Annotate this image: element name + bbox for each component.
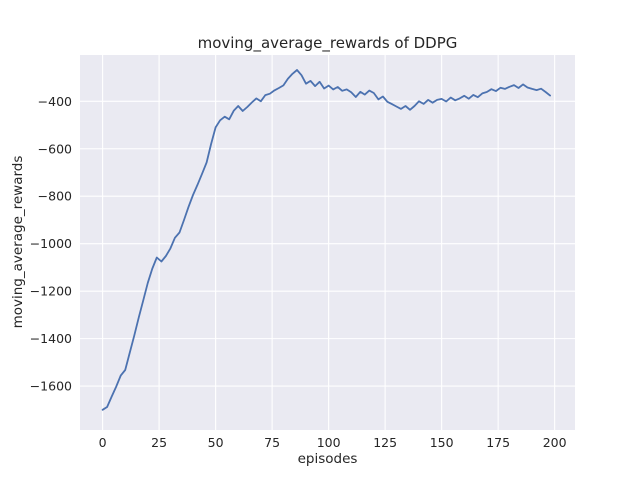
x-tick-label: 125 bbox=[373, 435, 397, 450]
x-tick-label: 100 bbox=[317, 435, 341, 450]
y-tick-label: −1200 bbox=[30, 284, 72, 299]
y-tick-label: −800 bbox=[38, 189, 72, 204]
x-tick-label: 0 bbox=[99, 435, 107, 450]
y-tick-label: −400 bbox=[38, 94, 72, 109]
y-tick-label: −1600 bbox=[30, 379, 72, 394]
x-tick-label: 75 bbox=[264, 435, 280, 450]
y-tick-label: −600 bbox=[38, 141, 72, 156]
plot-background bbox=[80, 55, 575, 430]
x-axis-label: episodes bbox=[297, 451, 358, 467]
y-tick-label: −1000 bbox=[30, 236, 72, 251]
series-line-ddpg bbox=[101, 69, 551, 411]
x-tick-label: 150 bbox=[430, 435, 454, 450]
y-tick-label: −1400 bbox=[30, 331, 72, 346]
x-tick-label: 50 bbox=[208, 435, 224, 450]
chart-title: moving_average_rewards of DDPG bbox=[197, 34, 458, 52]
x-tick-label: 200 bbox=[543, 435, 567, 450]
x-tick-label: 25 bbox=[151, 435, 167, 450]
x-tick-label: 175 bbox=[486, 435, 510, 450]
